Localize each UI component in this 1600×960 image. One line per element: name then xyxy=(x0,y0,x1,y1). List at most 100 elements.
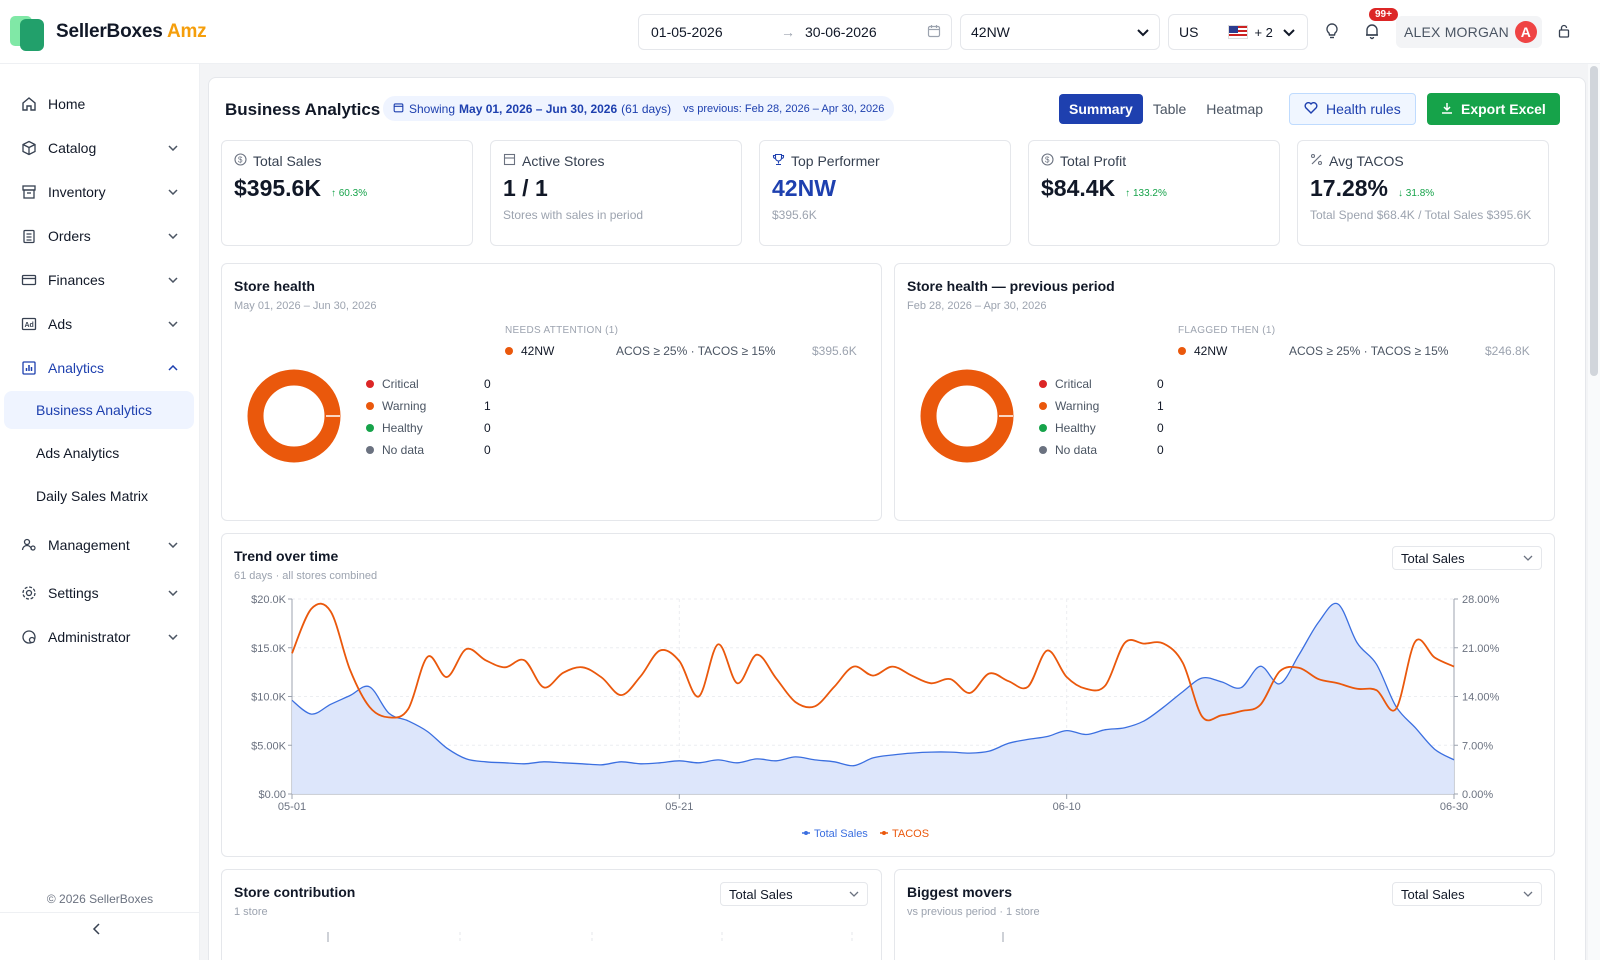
health-rules-button[interactable]: Health rules xyxy=(1289,93,1416,125)
series-area-total-sales xyxy=(292,603,1454,794)
logo-icon xyxy=(10,13,48,51)
sidebar-item-catalog[interactable]: Catalog xyxy=(0,130,200,166)
bell-icon[interactable] xyxy=(1364,22,1380,45)
sidebar-item-ads[interactable]: Ad Ads xyxy=(0,306,200,342)
sidebar-item-analytics[interactable]: Analytics xyxy=(0,350,200,386)
chevron-down-icon xyxy=(1523,889,1533,900)
kpi-value: 1 / 1 xyxy=(503,175,548,201)
tab-table[interactable]: Table xyxy=(1152,101,1187,117)
marketplace-extra-count: + 2 xyxy=(1254,24,1273,40)
legend-critical: Critical xyxy=(366,377,419,391)
sidebar-item-management[interactable]: Management xyxy=(0,527,200,563)
legend-dot xyxy=(366,402,374,410)
legend-dot xyxy=(366,424,374,432)
user-menu[interactable]: ALEX MORGAN A xyxy=(1396,16,1542,48)
kpi-change: ↑ 133.2% xyxy=(1125,188,1167,199)
store-select[interactable]: 42NW xyxy=(960,14,1160,50)
biggest-movers-panel: Biggest movers vs previous period · 1 st… xyxy=(894,869,1555,960)
attention-amount: $246.8K xyxy=(1485,344,1530,358)
legend-label-total-sales: Total Sales xyxy=(814,828,868,840)
brand-name: SellerBoxes Amz xyxy=(56,20,207,42)
top-bar: SellerBoxes Amz xyxy=(0,0,1600,64)
lock-icon[interactable] xyxy=(1558,24,1570,43)
attention-store[interactable]: 42NW xyxy=(1178,344,1227,358)
trend-metric-select[interactable]: Total Sales xyxy=(1392,546,1542,570)
y-tick-right: 28.00% xyxy=(1462,594,1500,606)
kpi-sub: Total Spend $68.4K / Total Sales $395.6K xyxy=(1310,208,1532,222)
y-tick-right: 21.00% xyxy=(1462,643,1500,655)
download-icon xyxy=(1441,101,1453,117)
sidebar-item-home[interactable]: Home xyxy=(0,86,200,122)
arrow-right-icon: → xyxy=(781,24,795,40)
bar-chart-icon xyxy=(20,359,38,377)
legend-label: Warning xyxy=(1055,399,1100,413)
panel-subtitle: 61 days · all stores combined xyxy=(234,570,378,582)
store-contribution-panel: Store contribution 1 store Total Sales xyxy=(221,869,882,960)
sidebar-item-settings[interactable]: Settings xyxy=(0,575,200,611)
series-line-tacos xyxy=(291,602,1455,722)
date-to[interactable]: 30-06-2026 xyxy=(805,24,877,40)
kpi-label: Active Stores xyxy=(522,153,605,169)
heart-icon xyxy=(1304,101,1318,117)
x-tick-label: 05-01 xyxy=(278,801,306,813)
tab-summary[interactable]: Summary xyxy=(1059,94,1143,124)
scrollbar-thumb[interactable] xyxy=(1590,66,1598,376)
kpi-top-performer: Top Performer 42NW $395.6K xyxy=(759,140,1011,246)
legend-count: 0 xyxy=(1157,377,1164,391)
sidebar-item-orders[interactable]: Orders xyxy=(0,218,200,254)
sidebar-item-label: Settings xyxy=(48,585,99,601)
date-from[interactable]: 01-05-2026 xyxy=(651,24,723,40)
trend-metric-value: Total Sales xyxy=(1401,550,1465,566)
x-tick-label: 06-10 xyxy=(1053,801,1081,813)
chevron-up-icon xyxy=(168,362,178,374)
legend-dot xyxy=(1039,380,1047,388)
sidebar-item-administrator[interactable]: Administrator xyxy=(0,619,200,655)
sidebar-subitem-business-analytics[interactable]: Business Analytics xyxy=(4,391,194,429)
contribution-metric-select[interactable]: Total Sales xyxy=(720,882,868,906)
main-content: Business Analytics Showing May 01, 2026 … xyxy=(208,77,1586,960)
sidebar-subitem-ads-analytics[interactable]: Ads Analytics xyxy=(36,445,120,461)
health-prev-donut xyxy=(920,369,1014,463)
store-health-panel: Store health May 01, 2026 – Jun 30, 2026… xyxy=(221,263,882,521)
sidebar-item-label: Ads xyxy=(48,316,73,332)
chevron-down-icon xyxy=(1137,24,1149,40)
panel-title: Store contribution xyxy=(234,884,356,900)
chevron-down-icon xyxy=(168,631,178,643)
marketplace-select[interactable]: US + 2 xyxy=(1168,14,1308,50)
movers-metric-select[interactable]: Total Sales xyxy=(1392,882,1542,906)
clipboard-icon xyxy=(20,227,38,245)
brand-logo[interactable]: SellerBoxes Amz xyxy=(10,13,230,51)
health-donut xyxy=(247,369,341,463)
legend-dot xyxy=(1039,446,1047,454)
legend-no-data: No data xyxy=(1039,443,1097,457)
legend-label: Healthy xyxy=(382,421,423,435)
view-switcher: Summary Table Heatmap xyxy=(1059,94,1273,124)
y-tick-right: 7.00% xyxy=(1462,740,1493,752)
kpi-sub: $395.6K xyxy=(772,208,817,222)
box-icon xyxy=(20,139,38,157)
tab-heatmap[interactable]: Heatmap xyxy=(1206,101,1264,117)
lightbulb-icon[interactable] xyxy=(1324,22,1340,45)
chevron-down-icon xyxy=(168,587,178,599)
attention-store[interactable]: 42NW xyxy=(505,344,554,358)
collapse-sidebar-button[interactable] xyxy=(92,922,102,940)
legend-dot xyxy=(366,380,374,388)
sidebar-item-inventory[interactable]: Inventory xyxy=(0,174,200,210)
kpi-total-profit: $ Total Profit $84.4K ↑ 133.2% xyxy=(1028,140,1280,246)
previous-range: vs previous: Feb 28, 2026 – Apr 30, 2026 xyxy=(683,102,885,115)
kpi-value: $395.6K xyxy=(234,175,321,201)
svg-text:$: $ xyxy=(238,156,243,165)
export-excel-button[interactable]: Export Excel xyxy=(1427,93,1560,125)
trophy-icon xyxy=(772,153,785,169)
attention-amount: $395.6K xyxy=(812,344,857,358)
legend-label: Critical xyxy=(1055,377,1092,391)
donut-slice-warning xyxy=(920,369,1014,463)
marketplace-value: US xyxy=(1179,24,1199,40)
us-flag-icon xyxy=(1228,25,1249,39)
date-range-picker[interactable]: 01-05-2026 → 30-06-2026 xyxy=(638,14,952,50)
sidebar-subitem-daily-sales-matrix[interactable]: Daily Sales Matrix xyxy=(36,488,149,504)
sidebar-item-finances[interactable]: Finances xyxy=(0,262,200,298)
legend-warning: Warning xyxy=(366,399,426,413)
kpi-value: 17.28% xyxy=(1310,175,1389,201)
movers-metric-value: Total Sales xyxy=(1401,886,1465,902)
